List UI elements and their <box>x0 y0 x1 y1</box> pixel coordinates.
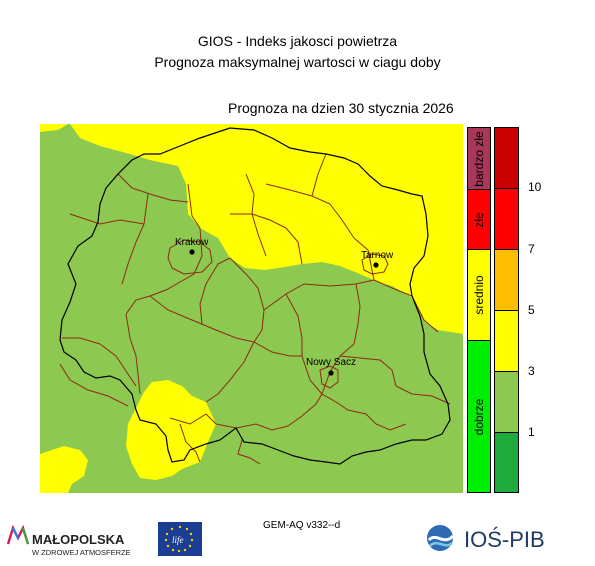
scale-band-4 <box>495 311 518 372</box>
city-marker-nowy-sacz <box>328 370 334 376</box>
value-scale <box>494 127 519 493</box>
legend-label-dobrze: dobrze <box>472 398 486 435</box>
ios-pib-logo: IOŚ-PIB <box>424 518 574 558</box>
zone-srednio-south-2 <box>40 446 88 493</box>
scale-tick-1: 1 <box>528 425 535 439</box>
legend-label-srednio: srednio <box>472 275 486 315</box>
forecast-map: Krakow Tarnow Nowy Sacz <box>40 124 463 493</box>
legend-dobrze: dobrze <box>468 341 490 492</box>
model-version: GEM-AQ v332--d <box>263 520 341 531</box>
eu-life-text: life <box>172 535 184 545</box>
malopolska-logo: MAŁOPOLSKA W ZDROWEJ ATMOSFERZE <box>6 524 156 558</box>
category-legend: bardzo złe złe srednio dobrze <box>467 127 491 493</box>
legend-label-zle: złe <box>472 211 486 228</box>
scale-band-1 <box>495 128 518 189</box>
zone-srednio-south-1 <box>126 380 216 480</box>
city-label-nowy-sacz: Nowy Sacz <box>306 357 356 368</box>
city-tarnow: Tarnow <box>361 250 394 268</box>
legend-srednio: srednio <box>468 250 490 341</box>
city-krakow: Krakow <box>175 237 209 255</box>
malopolska-logo-subtext: W ZDROWEJ ATMOSFERZE <box>32 548 131 557</box>
eu-life-logo: life <box>158 522 202 556</box>
scale-tick-3: 3 <box>528 364 535 378</box>
scale-tick-5: 5 <box>528 303 535 317</box>
scale-band-3 <box>495 250 518 311</box>
legend-label-bardzo-zle: bardzo złe <box>472 130 486 187</box>
city-marker-krakow <box>189 249 195 255</box>
scale-band-5 <box>495 372 518 433</box>
city-marker-tarnow <box>373 262 379 268</box>
city-label-krakow: Krakow <box>175 237 209 248</box>
legend-zle: złe <box>468 190 490 250</box>
legend-bardzo-zle: bardzo złe <box>468 128 490 190</box>
city-label-tarnow: Tarnow <box>361 250 394 261</box>
chart-title: GIOS - Indeks jakosci powietrza <box>197 33 398 49</box>
zone-srednio-north <box>70 124 463 334</box>
scale-tick-7: 7 <box>528 242 535 256</box>
region-outline <box>59 127 451 465</box>
scale-band-6 <box>495 433 518 492</box>
malopolska-logo-text: MAŁOPOLSKA <box>32 532 125 547</box>
scale-tick-10: 10 <box>528 180 542 194</box>
scale-band-2 <box>495 189 518 250</box>
zone-srednio-nw <box>40 124 68 132</box>
city-nowy-sacz: Nowy Sacz <box>306 357 356 376</box>
ios-pib-text: IOŚ-PIB <box>464 527 545 552</box>
chart-subtitle: Prognoza maksymalnej wartosci w ciagu do… <box>154 54 441 70</box>
forecast-date: Prognoza na dzien 30 stycznia 2026 <box>228 100 454 116</box>
